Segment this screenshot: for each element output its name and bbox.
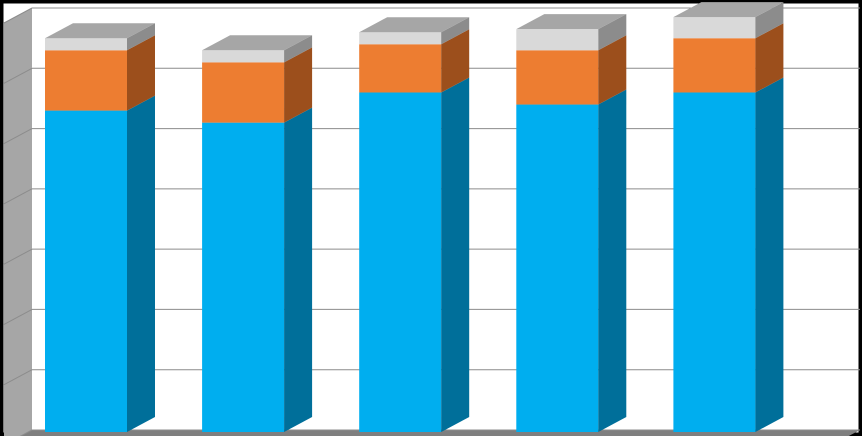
bar-3-series-1-side [441, 77, 470, 432]
bar-2-series-3-front [202, 50, 285, 63]
bar-2-series-2-side [284, 47, 313, 123]
bar-4-series-2-side [598, 35, 627, 105]
bar-1-series-3-front [45, 38, 127, 51]
bar-2-series-2-front [202, 62, 285, 123]
gridline-side [3, 248, 33, 265]
bar-4-top [516, 14, 627, 30]
gridline-side [3, 67, 33, 84]
bar-1-series-3-side [127, 23, 155, 51]
bar-3-series-3-side [441, 17, 470, 45]
bar-1-series-1-side [127, 95, 155, 433]
bar-5-top [673, 2, 784, 18]
side-wall [4, 8, 32, 436]
bar-1-series-2-side [127, 35, 155, 111]
bar-4-series-3-front [516, 29, 599, 51]
bar-3-series-2-side [441, 29, 470, 93]
bar-1-top [45, 23, 155, 39]
bar-4-series-1-front [516, 104, 599, 433]
bar-5-series-1-side [755, 77, 784, 432]
bar-3-series-3-front [359, 32, 442, 45]
bar-5-series-2-front [673, 38, 756, 93]
bar-5-series-2-side [755, 23, 784, 93]
gridline-side [3, 188, 33, 205]
bar-5-series-1-front [673, 92, 756, 432]
bar-3-series-1-front [359, 92, 442, 432]
gridline-side [19, 429, 33, 436]
gridline-side [3, 369, 33, 386]
bar-3-top [359, 17, 470, 33]
gridline-side [3, 128, 33, 145]
bar-1-series-2-front [45, 50, 127, 111]
bar-4-series-2-front [516, 50, 599, 105]
gridline-side [3, 7, 33, 24]
bar-4-series-1-side [598, 89, 627, 433]
bar-1-series-1-front [45, 110, 127, 433]
bar-5-series-3-side [755, 2, 784, 39]
bar-3-series-2-front [359, 44, 442, 93]
bar-5-series-3-front [673, 17, 756, 39]
bar-2-series-1-side [284, 107, 313, 432]
bar-2-series-1-front [202, 122, 285, 432]
bar-2-series-3-side [284, 35, 313, 63]
bar-4-series-3-side [598, 14, 627, 51]
bar-2-top [202, 35, 313, 51]
gridline-side [3, 308, 33, 325]
